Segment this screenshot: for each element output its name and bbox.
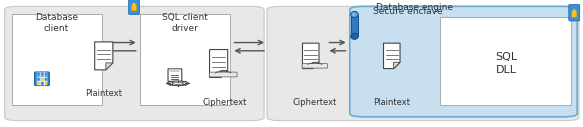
Text: Ciphertext: Ciphertext: [293, 98, 337, 107]
Polygon shape: [394, 62, 400, 69]
FancyBboxPatch shape: [569, 4, 580, 21]
Bar: [37, 77, 40, 81]
FancyBboxPatch shape: [267, 6, 579, 121]
Polygon shape: [303, 43, 319, 69]
Bar: [44, 81, 47, 85]
FancyBboxPatch shape: [350, 6, 577, 117]
Bar: [41, 81, 44, 85]
FancyBboxPatch shape: [129, 0, 139, 15]
Bar: [44, 77, 47, 81]
Ellipse shape: [352, 13, 354, 16]
FancyBboxPatch shape: [572, 11, 577, 17]
Bar: [350, 14, 359, 36]
Polygon shape: [312, 62, 319, 69]
Text: Ciphertext: Ciphertext: [202, 98, 247, 107]
Bar: [440, 17, 571, 105]
Bar: [12, 14, 102, 105]
Text: Database engine: Database engine: [376, 3, 453, 12]
Text: SQL client
driver: SQL client driver: [163, 13, 208, 33]
Polygon shape: [384, 43, 400, 69]
Bar: [37, 72, 40, 76]
Text: Plaintext: Plaintext: [85, 89, 122, 98]
Bar: [41, 77, 44, 81]
FancyBboxPatch shape: [168, 69, 182, 81]
Polygon shape: [221, 70, 228, 77]
Polygon shape: [209, 50, 228, 77]
Polygon shape: [106, 63, 113, 70]
Bar: [170, 69, 180, 72]
Bar: [37, 81, 40, 85]
Ellipse shape: [350, 33, 359, 39]
Text: Plaintext: Plaintext: [373, 98, 410, 107]
Bar: [140, 14, 230, 105]
Ellipse shape: [350, 11, 359, 18]
FancyBboxPatch shape: [5, 6, 264, 121]
Bar: [44, 72, 47, 76]
FancyBboxPatch shape: [34, 72, 50, 86]
FancyBboxPatch shape: [132, 5, 136, 11]
FancyBboxPatch shape: [302, 64, 328, 68]
Text: SQL
DLL: SQL DLL: [495, 52, 517, 75]
Circle shape: [173, 82, 183, 84]
Circle shape: [167, 81, 188, 86]
Bar: [41, 72, 44, 76]
Text: Secure enclave: Secure enclave: [373, 7, 443, 16]
FancyBboxPatch shape: [209, 72, 237, 77]
Polygon shape: [94, 42, 113, 70]
Text: Database
client: Database client: [35, 13, 78, 33]
